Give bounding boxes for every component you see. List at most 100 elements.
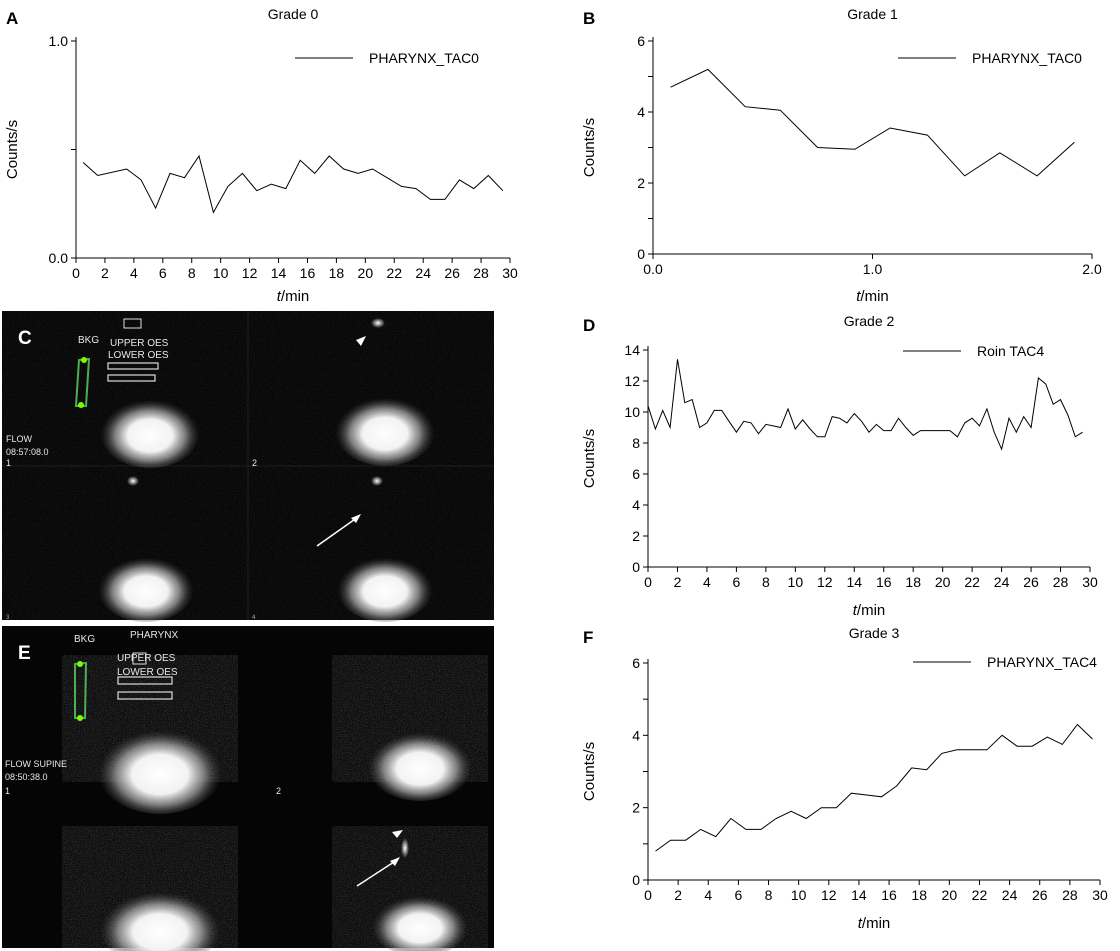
arrowhead-marker [356, 336, 366, 346]
frame-number: 4 [252, 615, 256, 621]
panel-letter-a: A [6, 9, 18, 28]
x-axis-label: t/min [856, 288, 889, 305]
x-tick-label: 14 [851, 887, 867, 903]
panel-letter-b: B [583, 9, 595, 28]
chart-title: Grade 1 [847, 6, 898, 22]
y-tick-label: 2 [632, 528, 640, 544]
x-tick-label: 26 [1023, 574, 1039, 590]
y-axis-label: Counts/s [581, 742, 598, 801]
y-tick-label: 0 [637, 246, 645, 262]
label-acquisition-mode: FLOW [6, 434, 33, 444]
y-tick-label: 6 [632, 466, 640, 482]
y-tick-label: 0 [632, 872, 640, 888]
frame-number: 2 [276, 786, 281, 796]
y-tick-label: 4 [637, 104, 645, 120]
x-tick-label: 28 [473, 265, 489, 281]
label-acquisition-time: 08:57:08.0 [6, 447, 49, 457]
x-tick-label: 12 [821, 887, 837, 903]
panel-letter-e: E [18, 643, 31, 664]
y-axis-label: Counts/s [581, 118, 598, 177]
label-pharynx: PHARYNX [130, 630, 178, 641]
x-tick-label: 2 [674, 574, 682, 590]
label-lower-oes: LOWER OES [117, 667, 178, 678]
frame-number: 3 [6, 615, 10, 621]
scintigraphy-image-e: BKG PHARYNX UPPER OES LOWER OES FLOW SUP… [2, 626, 494, 951]
y-tick-label: 4 [632, 497, 640, 513]
x-tick-label: 12 [242, 265, 258, 281]
x-tick-label: 20 [935, 574, 951, 590]
y-tick-label: 8 [632, 435, 640, 451]
x-tick-label: 30 [1082, 574, 1098, 590]
panel-letter-c: C [18, 328, 32, 349]
x-tick-label: 6 [735, 887, 743, 903]
label-acquisition-time: 08:50:38.0 [5, 772, 48, 782]
legend-label: PHARYNX_TAC4 [987, 654, 1097, 670]
roi-box [123, 318, 142, 329]
x-tick-label: 2.0 [1082, 261, 1102, 277]
x-tick-label: 16 [300, 265, 316, 281]
legend-label: Roin TAC4 [977, 343, 1044, 359]
y-tick-label: 2 [632, 800, 640, 816]
x-tick-label: 26 [1032, 887, 1048, 903]
x-tick-label: 2 [674, 887, 682, 903]
panel-letter-f: F [583, 628, 593, 647]
roi-upper-oes [117, 676, 173, 685]
label-bkg: BKG [74, 634, 95, 645]
series-line-pharynx-tac0 [82, 154, 504, 214]
x-tick-label: 18 [905, 574, 921, 590]
y-tick-label: 4 [632, 727, 640, 743]
chart-title: Grade 2 [844, 313, 895, 329]
x-tick-label: 20 [358, 265, 374, 281]
frame-number: 1 [6, 458, 11, 468]
x-tick-label: 2 [101, 265, 109, 281]
y-tick-label: 6 [637, 33, 645, 49]
roi-upper-oes [107, 362, 159, 370]
y-tick-label: 0 [632, 559, 640, 575]
x-tick-label: 4 [703, 574, 711, 590]
y-tick-label: 0.0 [49, 250, 69, 266]
x-tick-label: 6 [159, 265, 167, 281]
label-lower-oes: LOWER OES [108, 350, 169, 361]
x-tick-label: 4 [704, 887, 712, 903]
series-line-pharynx-tac0 [670, 68, 1075, 177]
y-tick-label: 12 [624, 373, 640, 389]
chart-grade-1: 0.0 1.0 2.0 0 2 4 6 Grade 1 t/min Counts/s PHARYNX… [581, 6, 1102, 305]
x-tick-label: 26 [444, 265, 460, 281]
legend-label: PHARYNX_TAC0 [972, 50, 1082, 66]
x-tick-label: 28 [1053, 574, 1069, 590]
chart-grade-2: 0 2 4 6 8 10 12 14 16 18 20 22 24 26 28 3002468101214Gr… [581, 313, 1098, 619]
x-tick-label: 30 [502, 265, 518, 281]
x-tick-label: 0 [72, 265, 80, 281]
x-tick-label: 28 [1062, 887, 1078, 903]
x-tick-label: 8 [765, 887, 773, 903]
y-tick-label: 10 [624, 404, 640, 420]
x-tick-label: 4 [130, 265, 138, 281]
oesophageal-uptake [401, 838, 409, 858]
roi-box [132, 652, 147, 665]
scintigraphy-image-c: BKG UPPER OES LOWER OES FLOW 08:57:08.0 … [2, 311, 494, 622]
label-upper-oes: UPPER OES [117, 653, 176, 664]
roi-lower-oes [107, 374, 156, 382]
arrow-marker [356, 859, 398, 887]
x-tick-label: 10 [791, 887, 807, 903]
x-tick-label: 12 [817, 574, 833, 590]
x-tick-label: 14 [271, 265, 287, 281]
y-axis-label: Counts/s [4, 120, 21, 179]
x-tick-label: 8 [188, 265, 196, 281]
legend-label: PHARYNX_TAC0 [369, 50, 479, 66]
x-tick-label: 0.0 [643, 261, 663, 277]
y-axis-label: Counts/s [581, 429, 598, 488]
x-tick-label: 18 [329, 265, 345, 281]
x-tick-label: 20 [942, 887, 958, 903]
x-tick-label: 22 [964, 574, 980, 590]
x-tick-label: 14 [846, 574, 862, 590]
x-tick-label: 18 [911, 887, 927, 903]
label-bkg: BKG [78, 335, 99, 346]
arrow-marker [316, 516, 359, 547]
x-tick-label: 22 [972, 887, 988, 903]
series-line-roin-tac4 [647, 359, 1083, 451]
x-tick-label: 8 [762, 574, 770, 590]
frame-number: 2 [252, 458, 257, 468]
